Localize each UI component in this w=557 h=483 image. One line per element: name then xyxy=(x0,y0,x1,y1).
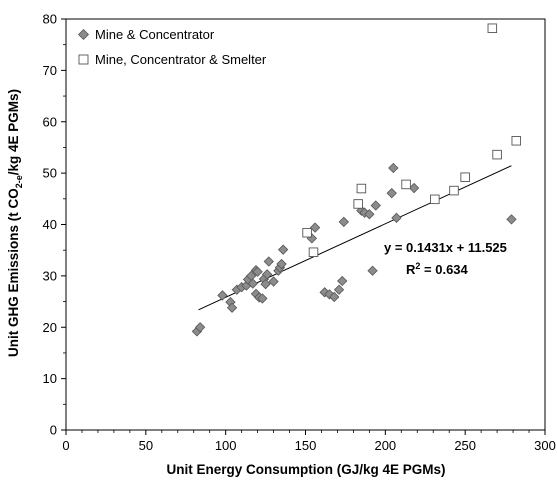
data-point-mine-concentrator xyxy=(408,182,420,194)
data-point-mine-concentrator xyxy=(333,284,345,295)
y-tick-label: 10 xyxy=(43,371,57,386)
x-tick-label: 300 xyxy=(534,438,556,453)
trendline-r2: R2 = 0.634 xyxy=(406,261,469,277)
legend-marker-mine-concentrator xyxy=(77,28,90,41)
data-point-mine-concentrator xyxy=(268,276,279,287)
data-point-mine-concentrator xyxy=(257,293,268,304)
data-point-mine-concentrator xyxy=(506,214,517,225)
data-point-mine-concentrator-smelter xyxy=(308,247,319,257)
x-tick-label: 100 xyxy=(215,438,237,453)
data-point-mine-concentrator-smelter xyxy=(401,179,411,190)
legend-label-mine-concentrator: Mine & Concentrator xyxy=(95,27,215,42)
data-point-mine-concentrator xyxy=(329,291,340,303)
plot-area: 0 50 100 150 200 250 300 0 10 20 30 40 50 60 70 80 xyxy=(43,12,556,454)
data-point-mine-concentrator xyxy=(262,269,273,280)
r2-superscript: 2 xyxy=(415,261,420,271)
y-axis-title: Unit GHG Emissions (t CO2-e/kg 4E PGMs) xyxy=(6,89,24,357)
data-point-mine-concentrator xyxy=(226,302,238,313)
legend-marker-mine-concentrator-smelter xyxy=(78,54,89,65)
data-point-mine-concentrator-smelter xyxy=(460,172,470,182)
x-tick-label: 50 xyxy=(139,438,153,453)
y-tick-label: 70 xyxy=(43,63,57,78)
legend-label-mine-concentrator-smelter: Mine, Concentrator & Smelter xyxy=(95,52,267,67)
y-tick-label: 60 xyxy=(43,114,57,129)
data-point-mine-concentrator-smelter xyxy=(356,183,367,194)
data-point-mine-concentrator xyxy=(388,162,399,174)
data-point-mine-concentrator xyxy=(277,244,289,255)
data-point-mine-concentrator-smelter xyxy=(487,23,498,33)
data-point-mine-concentrator xyxy=(260,278,271,290)
data-point-mine-concentrator xyxy=(309,222,321,233)
x-tick-label: 0 xyxy=(62,438,69,453)
x-tick-label: 250 xyxy=(454,438,476,453)
y-tick-label: 80 xyxy=(43,12,57,27)
data-point-mine-concentrator xyxy=(194,322,206,333)
data-point-mine-concentrator-smelter xyxy=(492,149,502,160)
data-point-mine-concentrator xyxy=(217,290,228,301)
data-point-mine-concentrator xyxy=(370,200,381,211)
r2-value: = 0.634 xyxy=(420,262,468,277)
data-point-mine-concentrator xyxy=(338,216,349,228)
data-point-mine-concentrator-smelter xyxy=(511,136,522,146)
r2-label: R xyxy=(406,262,416,277)
data-point-mine-concentrator xyxy=(364,209,375,220)
data-point-mine-concentrator xyxy=(386,187,397,199)
y-axis-title-subscript: 2-e xyxy=(14,175,24,188)
trendline-equation: y = 0.1431x + 11.525 xyxy=(384,240,507,255)
data-point-mine-concentrator-smelter xyxy=(353,199,363,209)
data-point-mine-concentrator xyxy=(391,212,402,223)
data-point-mine-concentrator xyxy=(252,266,263,277)
y-tick-label: 50 xyxy=(43,166,57,181)
data-point-mine-concentrator-smelter xyxy=(449,185,459,196)
data-point-mine-concentrator-smelter xyxy=(430,194,440,205)
data-point-mine-concentrator xyxy=(367,265,378,276)
data-point-mine-concentrator xyxy=(276,258,287,270)
y-tick-label: 20 xyxy=(43,320,57,335)
x-tick-label: 150 xyxy=(295,438,317,453)
y-axis-title-rest: /kg 4E PGMs) xyxy=(6,89,21,175)
data-point-mine-concentrator-smelter xyxy=(302,227,312,238)
x-axis-title: Unit Energy Consumption (GJ/kg 4E PGMs) xyxy=(166,462,445,477)
data-point-mine-concentrator xyxy=(263,256,274,267)
legend: Mine & Concentrator Mine, Concentrator &… xyxy=(77,27,267,67)
y-axis-title-main: Unit GHG Emissions (t CO xyxy=(6,188,21,357)
y-tick-label: 40 xyxy=(43,217,57,232)
y-tick-label: 0 xyxy=(50,423,57,438)
data-point-mine-concentrator xyxy=(337,275,348,287)
data-point-mine-concentrator xyxy=(247,278,258,289)
x-tick-label: 200 xyxy=(374,438,396,453)
y-tick-label: 30 xyxy=(43,268,57,283)
